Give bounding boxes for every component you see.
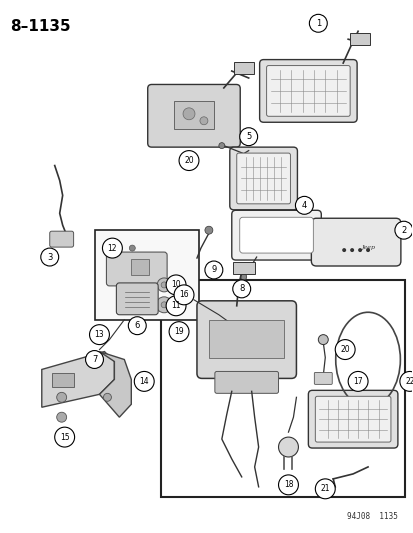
Circle shape <box>57 412 66 422</box>
FancyBboxPatch shape <box>315 397 390 442</box>
Circle shape <box>157 278 171 292</box>
FancyBboxPatch shape <box>147 84 240 147</box>
Circle shape <box>309 14 327 32</box>
Circle shape <box>89 325 109 345</box>
Circle shape <box>41 248 59 266</box>
Text: 20: 20 <box>339 345 349 354</box>
Bar <box>232 262 254 274</box>
Circle shape <box>57 392 66 402</box>
Text: 17: 17 <box>352 377 362 386</box>
FancyBboxPatch shape <box>311 218 400 266</box>
Circle shape <box>129 245 135 251</box>
Bar <box>209 320 284 358</box>
Circle shape <box>102 238 122 258</box>
Circle shape <box>295 196 313 214</box>
Bar <box>233 62 253 74</box>
Polygon shape <box>42 352 114 407</box>
Bar <box>349 33 369 45</box>
Circle shape <box>357 248 361 252</box>
FancyBboxPatch shape <box>239 217 313 253</box>
FancyBboxPatch shape <box>236 153 290 204</box>
Bar <box>131 259 149 275</box>
Text: 10: 10 <box>171 280 180 289</box>
Text: 16: 16 <box>179 290 188 300</box>
Circle shape <box>365 248 369 252</box>
Circle shape <box>178 151 199 171</box>
Circle shape <box>318 335 328 345</box>
Text: 11: 11 <box>171 301 180 310</box>
FancyBboxPatch shape <box>313 373 332 384</box>
Polygon shape <box>99 352 131 417</box>
Text: 9: 9 <box>211 265 216 274</box>
Circle shape <box>173 285 194 305</box>
Text: 18: 18 <box>283 480 292 489</box>
FancyBboxPatch shape <box>266 66 349 116</box>
Text: 5: 5 <box>245 132 251 141</box>
Text: 12: 12 <box>107 244 117 253</box>
Bar <box>173 101 214 129</box>
Text: 6: 6 <box>134 321 140 330</box>
Circle shape <box>218 143 224 149</box>
FancyBboxPatch shape <box>259 60 356 122</box>
Circle shape <box>239 128 257 146</box>
Circle shape <box>204 261 222 279</box>
Text: 8: 8 <box>238 285 244 293</box>
Circle shape <box>55 427 74 447</box>
Bar <box>94 230 199 320</box>
Circle shape <box>399 372 413 391</box>
Text: 3: 3 <box>47 253 52 262</box>
Bar <box>52 374 74 387</box>
Circle shape <box>161 302 167 308</box>
Text: 2: 2 <box>400 225 406 235</box>
FancyBboxPatch shape <box>229 147 297 210</box>
Circle shape <box>161 282 167 288</box>
FancyBboxPatch shape <box>231 211 320 260</box>
Text: 21: 21 <box>320 484 329 494</box>
Circle shape <box>394 221 412 239</box>
Circle shape <box>183 108 195 120</box>
Circle shape <box>278 475 298 495</box>
Circle shape <box>166 275 185 295</box>
Circle shape <box>169 322 189 342</box>
Circle shape <box>347 372 367 391</box>
Circle shape <box>240 274 246 280</box>
Text: 19: 19 <box>174 327 183 336</box>
Circle shape <box>199 117 207 125</box>
Text: 14: 14 <box>139 377 149 386</box>
Circle shape <box>85 351 103 368</box>
Circle shape <box>349 248 353 252</box>
Circle shape <box>342 248 345 252</box>
Text: 8–1135: 8–1135 <box>10 19 70 34</box>
Circle shape <box>278 437 298 457</box>
FancyBboxPatch shape <box>308 390 397 448</box>
Circle shape <box>335 340 354 360</box>
FancyBboxPatch shape <box>214 372 278 393</box>
Bar <box>161 280 404 497</box>
FancyBboxPatch shape <box>116 283 158 315</box>
Text: 7: 7 <box>92 355 97 364</box>
Text: 15: 15 <box>60 433 69 442</box>
FancyBboxPatch shape <box>197 301 296 378</box>
Text: 20: 20 <box>184 156 193 165</box>
Text: 1: 1 <box>315 19 320 28</box>
Text: 94J08  1135: 94J08 1135 <box>346 512 397 521</box>
Circle shape <box>156 297 172 313</box>
Circle shape <box>103 393 111 401</box>
Circle shape <box>134 372 154 391</box>
Circle shape <box>107 241 121 255</box>
Circle shape <box>128 317 146 335</box>
Circle shape <box>204 226 212 234</box>
FancyBboxPatch shape <box>106 252 167 286</box>
Circle shape <box>315 479 335 499</box>
Circle shape <box>166 296 185 316</box>
Text: 4: 4 <box>301 201 306 210</box>
Text: 22: 22 <box>404 377 413 386</box>
Text: Jeep: Jeep <box>360 245 374 249</box>
Text: 13: 13 <box>95 330 104 339</box>
FancyBboxPatch shape <box>50 231 74 247</box>
Circle shape <box>232 280 250 298</box>
